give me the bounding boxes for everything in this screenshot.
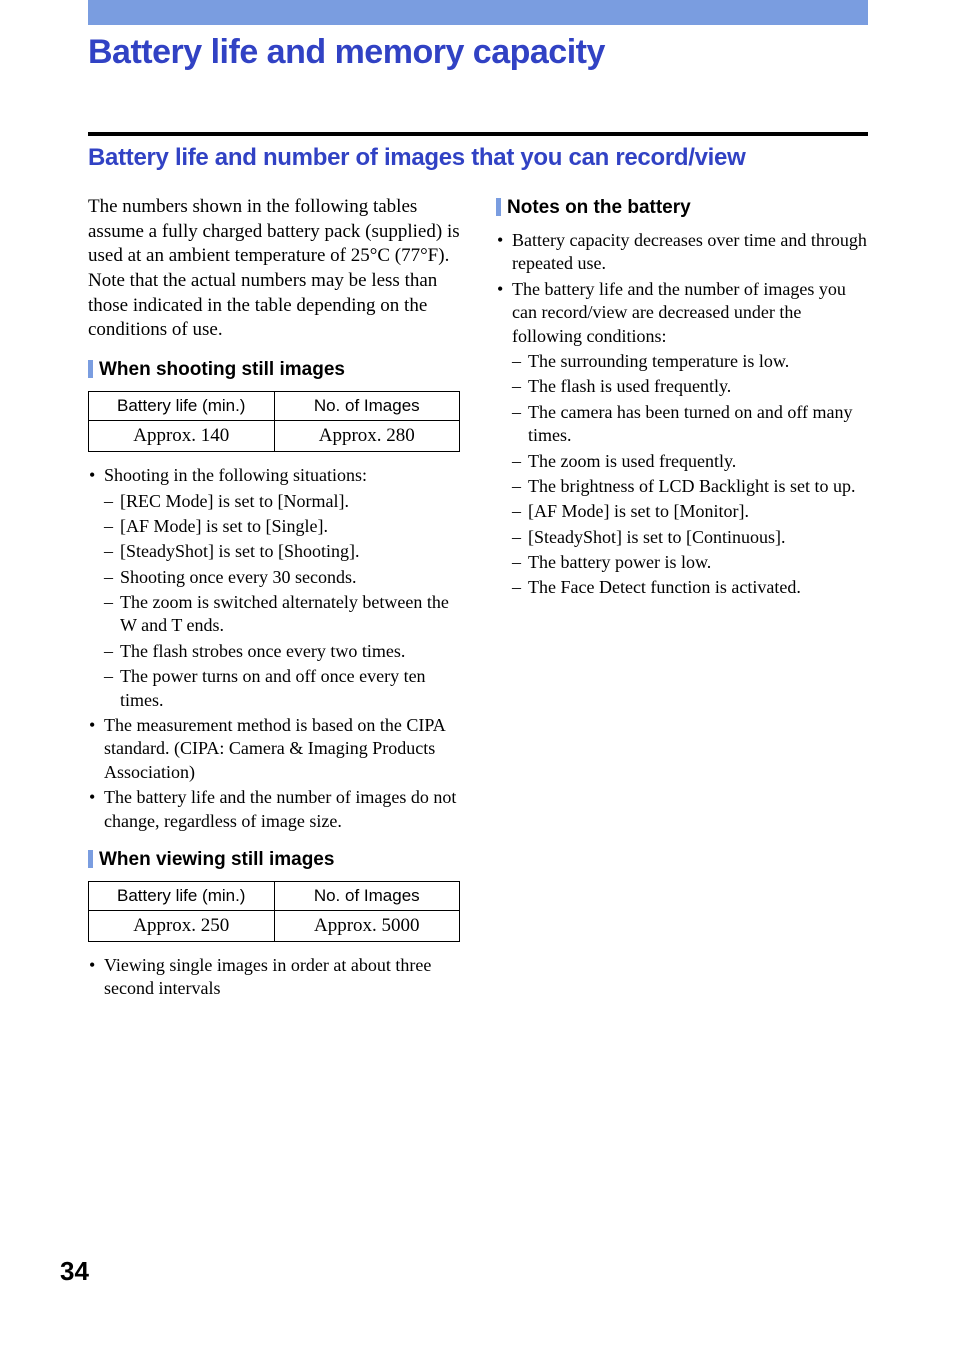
intro-paragraph: The numbers shown in the following table… <box>88 195 460 343</box>
list-item: Shooting once every 30 seconds. <box>104 566 460 589</box>
table-cell: Approx. 140 <box>89 421 275 452</box>
bullet-text: The battery life and the number of image… <box>512 279 846 346</box>
shooting-table: Battery life (min.) No. of Images Approx… <box>88 391 460 452</box>
table-header: No. of Images <box>274 881 460 910</box>
table-cell: Approx. 5000 <box>274 910 460 941</box>
table-header: Battery life (min.) <box>89 881 275 910</box>
table-header-row: Battery life (min.) No. of Images <box>89 392 460 421</box>
shooting-bullets: Shooting in the following situations: [R… <box>88 464 460 833</box>
page-number: 34 <box>60 1256 89 1287</box>
list-item: The zoom is switched alternately between… <box>104 591 460 638</box>
list-item: The brightness of LCD Backlight is set t… <box>512 475 868 498</box>
viewing-bullets: Viewing single images in order at about … <box>88 954 460 1001</box>
section-title: Battery life and number of images that y… <box>88 144 745 172</box>
table-header-row: Battery life (min.) No. of Images <box>89 881 460 910</box>
content-columns: The numbers shown in the following table… <box>88 195 868 1003</box>
dash-list: The surrounding temperature is low. The … <box>512 350 868 600</box>
list-item: [AF Mode] is set to [Single]. <box>104 515 460 538</box>
subsection-heading: When viewing still images <box>99 849 334 871</box>
table-row: Approx. 140 Approx. 280 <box>89 421 460 452</box>
list-item: The measurement method is based on the C… <box>88 714 460 784</box>
list-item: Battery capacity decreases over time and… <box>496 229 868 276</box>
list-item: [SteadyShot] is set to [Shooting]. <box>104 540 460 563</box>
list-item: The battery power is low. <box>512 551 868 574</box>
list-item: The battery life and the number of image… <box>88 786 460 833</box>
list-item: The flash strobes once every two times. <box>104 640 460 663</box>
list-item: The Face Detect function is activated. <box>512 576 868 599</box>
viewing-table: Battery life (min.) No. of Images Approx… <box>88 881 460 942</box>
list-item: The zoom is used frequently. <box>512 450 868 473</box>
list-item: The flash is used frequently. <box>512 375 868 398</box>
table-cell: Approx. 250 <box>89 910 275 941</box>
list-item: The camera has been turned on and off ma… <box>512 401 868 448</box>
bullet-text: Shooting in the following situations: <box>104 465 367 485</box>
dash-list: [REC Mode] is set to [Normal]. [AF Mode]… <box>104 490 460 713</box>
table-cell: Approx. 280 <box>274 421 460 452</box>
list-item: The surrounding temperature is low. <box>512 350 868 373</box>
subsection-marker-icon <box>88 850 93 868</box>
list-item: [AF Mode] is set to [Monitor]. <box>512 500 868 523</box>
subsection-marker-icon <box>496 198 501 216</box>
subsection-heading: When shooting still images <box>99 359 345 381</box>
subsection-heading: Notes on the battery <box>507 197 691 219</box>
table-header: No. of Images <box>274 392 460 421</box>
list-item: Viewing single images in order at about … <box>88 954 460 1001</box>
right-column: Notes on the battery Battery capacity de… <box>496 195 868 1003</box>
subsection-marker-icon <box>88 360 93 378</box>
list-item: [SteadyShot] is set to [Continuous]. <box>512 526 868 549</box>
list-item: The battery life and the number of image… <box>496 278 868 600</box>
page-title: Battery life and memory capacity <box>88 33 605 72</box>
table-header: Battery life (min.) <box>89 392 275 421</box>
section-divider <box>88 132 868 136</box>
notes-bullets: Battery capacity decreases over time and… <box>496 229 868 600</box>
header-accent-bar <box>88 0 868 25</box>
subsection-shooting: When shooting still images <box>88 357 460 381</box>
left-column: The numbers shown in the following table… <box>88 195 460 1003</box>
subsection-viewing: When viewing still images <box>88 847 460 871</box>
list-item: [REC Mode] is set to [Normal]. <box>104 490 460 513</box>
table-row: Approx. 250 Approx. 5000 <box>89 910 460 941</box>
subsection-notes: Notes on the battery <box>496 195 868 219</box>
list-item: Shooting in the following situations: [R… <box>88 464 460 712</box>
list-item: The power turns on and off once every te… <box>104 665 460 712</box>
